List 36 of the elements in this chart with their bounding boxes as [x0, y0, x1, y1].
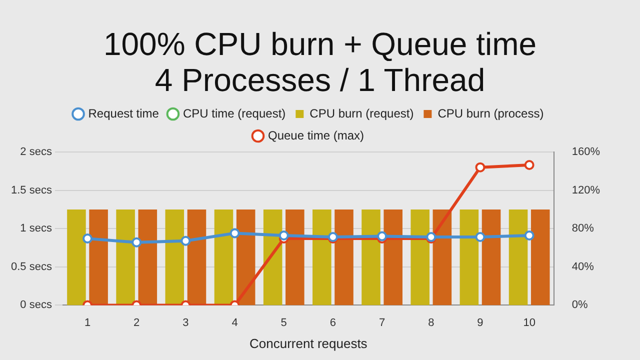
- x-tick-label: 1: [84, 316, 91, 329]
- x-tick-label: 8: [428, 316, 434, 329]
- legend-label: Queue time (max): [268, 128, 364, 142]
- y2-tick-label: 40%: [572, 260, 594, 273]
- y2-tick-label: 120%: [572, 184, 600, 196]
- y-tick-label: 1.5 secs: [10, 184, 52, 196]
- point: [377, 231, 388, 242]
- chart-title: 100% CPU burn + Queue time: [102, 25, 538, 62]
- y-tick-label: 1 secs: [20, 222, 52, 235]
- y-tick-label: 0.5 secs: [10, 260, 52, 273]
- point: [82, 234, 93, 244]
- point: [475, 232, 486, 242]
- x-tick-label: 7: [378, 316, 386, 329]
- x-tick-label: 2: [134, 316, 140, 329]
- legend-label: CPU burn (process): [438, 106, 544, 120]
- x-tick-label: 3: [182, 316, 189, 329]
- y2-tick-label: 80%: [572, 222, 594, 235]
- legend-label: Request time: [88, 106, 160, 120]
- legend-label: CPU burn (request): [310, 106, 414, 120]
- x-tick-label: 5: [280, 316, 287, 329]
- y2-tick-label: 0%: [572, 299, 588, 312]
- chart-subtitle: 4 Processes / 1 Thread: [154, 62, 486, 98]
- y-tick-label: 2 secs: [20, 146, 52, 158]
- x-tick-label: 9: [477, 316, 484, 329]
- point: [278, 230, 289, 240]
- x-tick-label: 10: [523, 316, 536, 329]
- x-tick-label: 4: [232, 316, 238, 329]
- point: [180, 236, 191, 246]
- point: [524, 230, 534, 240]
- point: [230, 228, 240, 238]
- point: [132, 237, 142, 248]
- y-tick-label: 0 secs: [20, 299, 52, 312]
- x-axis-title: Concurrent requests: [250, 336, 368, 351]
- x-tick-label: 6: [330, 316, 336, 329]
- y2-tick-label: 160%: [572, 146, 600, 158]
- legend-label: CPU time (request): [182, 106, 286, 120]
